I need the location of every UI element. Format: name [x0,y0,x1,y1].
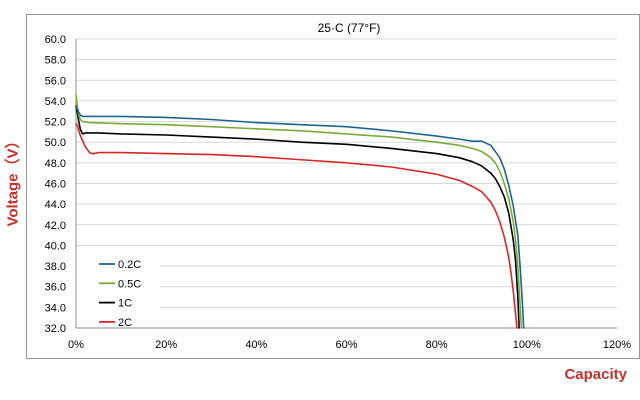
x-tick-label-0: 0% [68,339,84,351]
series-line-0.2C [75,106,525,329]
y-tick-label-2: 36.0 [45,282,66,294]
y-tick-label-13: 58.0 [45,55,66,67]
x-tick-label-6: 120% [603,339,631,351]
x-tick-label-1: 20% [155,339,177,351]
y-tick-label-4: 40.0 [45,240,66,252]
y-tick-label-7: 46.0 [45,179,66,191]
legend-label-1C: 1C [118,298,132,310]
series-lines [75,93,525,329]
y-tick-label-3: 38.0 [45,261,66,273]
x-tick-label-5: 100% [513,339,541,351]
y-tick-label-5: 42.0 [45,220,66,232]
legend-label-2C: 2C [118,317,132,329]
x-tick-label-2: 40% [245,339,267,351]
y-tick-label-10: 52.0 [45,117,66,129]
x-tick-label-4: 80% [426,339,448,351]
series-line-1C [75,105,520,329]
chart-frame [26,14,640,359]
y-tick-label-8: 48.0 [45,158,66,170]
y-tick-label-14: 60.0 [45,34,66,46]
y-tick-label-6: 44.0 [45,199,66,211]
grid-lines [76,38,617,308]
legend: 0.2C 0.5C 1C 2C [99,259,141,329]
axes [75,39,617,329]
y-tick-label-0: 32.0 [45,323,66,335]
y-tick-label-12: 56.0 [45,75,66,87]
y-tick-labels: 32.0 34.0 36.0 38.0 40.0 42.0 44.0 46.0 48.0 50.0… [45,34,66,335]
legend-label-0.5C: 0.5C [118,278,141,290]
series-line-2C [75,122,518,329]
legend-label-0.2C: 0.2C [118,259,141,271]
x-tick-label-3: 60% [335,339,357,351]
series-line-0.5C [75,93,523,329]
y-axis-title: Voltage（V） [1,120,23,240]
x-axis-title: Capacity [564,366,627,383]
x-tick-labels: 0% 20% 40% 60% 80% 100% 120% [68,339,631,351]
y-tick-label-1: 34.0 [45,302,66,314]
chart-title: 25·C (77°F) [318,21,381,35]
y-tick-label-9: 50.0 [45,137,66,149]
y-tick-label-11: 54.0 [45,96,66,108]
y-axis-title-text: Voltage（V） [4,133,22,227]
